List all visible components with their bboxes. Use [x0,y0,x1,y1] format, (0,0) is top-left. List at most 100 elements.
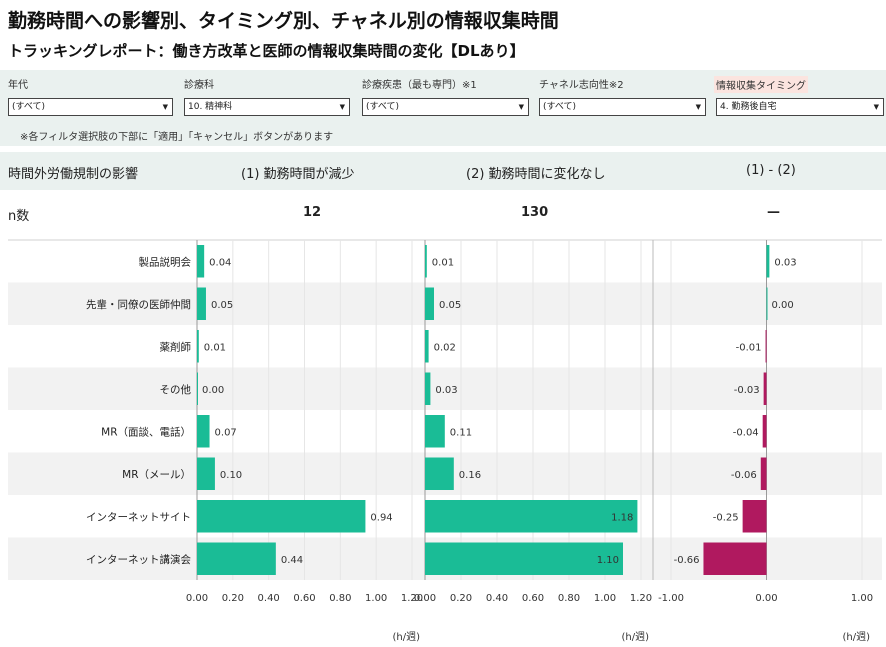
data-label: 0.00 [202,385,224,396]
category-label: インターネットサイト [86,511,191,523]
bar [425,245,427,278]
filter-timing-value: 4. 勤務後自宅 [720,102,777,112]
chevron-down-icon: ▼ [873,103,879,111]
unit-label: (h/週) [392,631,420,643]
category-label: 先輩・同僚の医師仲間 [86,298,191,311]
bar [197,500,366,533]
filter-disease-select[interactable]: (すべて) ▼ [362,98,529,116]
data-label: 0.02 [434,342,456,353]
filter-age-value: (すべて) [12,102,46,112]
row-header-label: 時間外労働規制の影響 [8,167,139,182]
row-band [8,282,882,325]
filter-age-select[interactable]: (すべて) ▼ [8,98,173,116]
tick-label: 1.00 [365,593,387,604]
data-label: 0.10 [220,470,242,481]
bar [197,457,215,490]
unit-label: (h/週) [842,631,870,643]
bar [197,330,199,363]
column-header-2: (2) 勤務時間に変化なし [466,167,606,182]
bar [425,287,434,320]
filter-timing-label: 情報収集タイミング [714,76,808,93]
data-label: -0.04 [733,427,759,438]
n-value-3: — [767,205,780,220]
category-label: 薬剤師 [160,340,192,353]
bar [766,287,768,320]
tick-label: 0.60 [293,593,315,604]
bar [765,330,767,363]
filter-bar: 年代 (すべて) ▼ 診療科 10. 精神科 ▼ 診療疾患（最も専門）※1 (すべて… [0,70,886,146]
chevron-down-icon: ▼ [339,103,345,111]
column-header-band: 時間外労働規制の影響 (1) 勤務時間が減少 (2) 勤務時間に変化なし (1)… [0,152,886,190]
filter-note: ※各フィルタ選択肢の下部に「適用」「キャンセル」ボタンがあります [20,132,334,143]
n-value-1: 12 [303,205,322,220]
bar [197,287,206,320]
tick-label: 0.00 [186,593,208,604]
tick-label: 0.80 [558,593,580,604]
tick-label: 0.20 [450,593,472,604]
data-label: 0.01 [432,257,454,268]
filter-timing-select[interactable]: 4. 勤務後自宅 ▼ [716,98,884,116]
bar [425,372,431,405]
tick-label: 1.00 [851,593,873,604]
chevron-down-icon: ▼ [518,103,524,111]
filter-age-label: 年代 [8,80,28,91]
category-label: その他 [160,383,192,396]
data-label: 1.18 [611,512,633,523]
tick-label: 1.00 [594,593,616,604]
data-label: 0.05 [439,300,461,311]
column-header-1: (1) 勤務時間が減少 [241,167,355,182]
tick-label: 1.20 [401,593,423,604]
data-label: 0.07 [215,427,237,438]
chevron-down-icon: ▼ [695,103,701,111]
tick-label: 0.40 [486,593,508,604]
tick-label: -1.00 [658,593,684,604]
bar [766,245,770,278]
tick-label: 0.40 [258,593,280,604]
n-value-2: 130 [521,205,549,220]
data-label: 0.11 [450,427,472,438]
filter-department-select[interactable]: 10. 精神科 ▼ [184,98,350,116]
category-label: MR（メール） [122,469,191,481]
filter-channel-select[interactable]: (すべて) ▼ [539,98,706,116]
data-label: 1.10 [597,555,619,566]
bar [425,542,623,575]
data-label: -0.03 [734,385,760,396]
bar [703,542,767,575]
data-label: 0.16 [459,470,481,481]
data-label: 0.44 [281,555,303,566]
filter-department-label: 診療科 [184,80,214,91]
data-label: -0.01 [736,342,762,353]
chart-subtitle: トラッキングレポート：働き方改革と医師の情報収集時間の変化【DLあり】 [8,42,525,60]
filter-disease: 診療疾患（最も専門）※1 (すべて) ▼ [354,70,532,122]
filter-channel: チャネル志向性※2 (すべて) ▼ [531,70,709,122]
unit-label: (h/週) [621,631,649,643]
category-label: MR（面談、電話） [101,425,191,438]
bar [197,372,198,405]
data-label: 0.94 [370,512,392,523]
category-label: 製品説明会 [139,255,192,268]
data-label: -0.66 [674,555,700,566]
filter-age: 年代 (すべて) ▼ [0,70,178,122]
filter-channel-label: チャネル志向性※2 [539,80,624,91]
filter-disease-label: 診療疾患（最も専門）※1 [362,80,477,91]
data-label: 0.00 [772,300,794,311]
bar [197,415,210,448]
tick-label: 0.00 [755,593,777,604]
bar [763,372,767,405]
data-label: -0.25 [713,512,739,523]
filter-department: 診療科 10. 精神科 ▼ [176,70,354,122]
tick-label: 1.20 [630,593,652,604]
row-band [8,367,882,410]
bar [197,245,205,278]
chevron-down-icon: ▼ [162,103,168,111]
filter-channel-value: (すべて) [543,102,577,112]
bar [425,500,638,533]
filter-department-value: 10. 精神科 [188,102,233,112]
tick-label: 0.80 [329,593,351,604]
data-label: 0.05 [211,300,233,311]
category-label: インターネット講演会 [86,553,191,566]
data-label: 0.03 [435,385,457,396]
filter-timing: 情報収集タイミング 4. 勤務後自宅 ▼ [708,70,886,122]
bar [760,457,767,490]
